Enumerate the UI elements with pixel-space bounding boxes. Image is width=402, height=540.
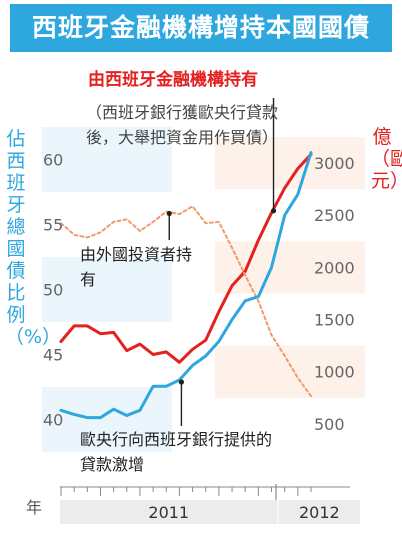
annotation-red-series: 由西班牙金融機構持有 xyxy=(88,70,258,90)
x-axis: 年 2011 2012 xyxy=(26,484,360,524)
right-tick-label: 3000 xyxy=(314,154,355,173)
left-band xyxy=(42,257,172,322)
series-lines xyxy=(59,151,313,420)
right-band xyxy=(215,241,365,294)
title-bar xyxy=(10,4,392,52)
annotation-blue-series: 歐央行向西班牙銀行提供的貸款激增 xyxy=(80,430,273,474)
annotation-markers xyxy=(166,98,277,426)
red-pointer-dot xyxy=(270,208,277,214)
x-group-label: 2012 xyxy=(299,503,340,522)
annotation-red-series-note: （西班牙銀行獲歐央行貸款後，大舉把資金用作買債） xyxy=(86,103,279,147)
right-axis-label: 億（歐元） xyxy=(371,126,402,192)
series-line-2 xyxy=(60,205,312,398)
left-tick-label: 55 xyxy=(43,216,63,235)
right-tick-label: 1000 xyxy=(314,363,355,382)
axis-ticks: 40 45 50 55 60 500 1000 1500 2000 2500 3000 xyxy=(43,151,355,434)
chart-title: 西班牙金融機構增持本國國債 xyxy=(31,13,370,42)
left-axis-label: 佔西班牙總國債比例（%） xyxy=(5,128,62,348)
right-band xyxy=(215,345,365,398)
blue-pointer-dot xyxy=(178,379,185,385)
annotation-foreign-series: 由外國投資者持有 xyxy=(80,245,193,289)
left-tick-label: 50 xyxy=(43,281,63,300)
right-tick-label: 500 xyxy=(314,415,345,434)
x-group-band xyxy=(278,500,360,524)
right-tick-label: 2000 xyxy=(314,258,355,277)
left-tick-label: 40 xyxy=(43,411,63,430)
foreign-pointer-dot xyxy=(166,210,172,217)
series-line-1 xyxy=(59,152,313,364)
right-tick-label: 2500 xyxy=(314,206,355,225)
x-group-label: 2011 xyxy=(148,503,189,522)
right-tick-label: 1500 xyxy=(314,311,355,330)
left-band xyxy=(42,127,172,192)
x-axis-label: 年 xyxy=(26,498,42,517)
left-band xyxy=(42,387,172,452)
left-tick-label: 60 xyxy=(43,151,63,170)
background-bands xyxy=(42,127,365,452)
left-tick-label: 45 xyxy=(43,346,63,365)
x-group-band xyxy=(60,500,278,524)
series-line-3 xyxy=(59,151,313,420)
